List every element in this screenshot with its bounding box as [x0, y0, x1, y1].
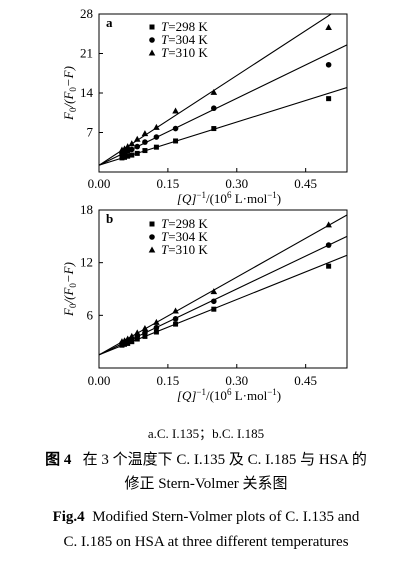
data-point-triangle — [133, 135, 141, 142]
caption-en-label: Fig.4 — [52, 509, 85, 525]
legend-label: T=298 K — [161, 19, 208, 34]
x-tick-label: 0.30 — [225, 373, 248, 388]
legend-label: T=310 K — [161, 45, 208, 60]
data-point-circle — [153, 324, 160, 331]
fit-line-2 — [99, 14, 333, 166]
fit-line-1 — [99, 44, 347, 166]
data-point-square — [326, 96, 332, 102]
data-point-circle — [142, 330, 148, 336]
y-tick-label: 18 — [80, 202, 93, 217]
panel-b: 0.00 0.15 0.30 0.45 6 12 18 b [Q]−1/(106 L·mol−1… — [61, 202, 348, 403]
data-point-square — [211, 306, 217, 312]
y-tick-label: 6 — [87, 307, 94, 322]
data-point-circle — [153, 134, 160, 140]
caption-zh-line1: 图 4 在 3 个温度下 C. I.135 及 C. I.185 与 HSA 的 — [0, 448, 412, 469]
data-point-square — [129, 152, 135, 158]
data-point-square — [211, 126, 217, 132]
legend-marker-circle — [149, 37, 155, 43]
data-point-square — [134, 150, 140, 156]
data-point-square — [153, 329, 159, 335]
y-tick-label: 12 — [80, 255, 93, 270]
panel-label: b — [106, 211, 113, 226]
data-point-circle — [325, 61, 332, 68]
x-tick-label: 0.15 — [157, 176, 180, 191]
data-point-triangle — [153, 318, 160, 325]
legend-marker-circle — [149, 234, 155, 240]
caption-zh-text: 在 3 个温度下 C. I.135 及 C. I.185 与 HSA 的 — [82, 452, 367, 468]
panel-label: a — [106, 15, 113, 30]
y-tick-label: 21 — [80, 46, 93, 61]
data-point-triangle — [172, 307, 179, 314]
legend-label: T=304 K — [161, 32, 208, 47]
plot-area — [99, 214, 347, 356]
data-point-triangle — [153, 123, 160, 130]
data-point-triangle — [124, 335, 132, 342]
legend-marker-triangle — [148, 246, 156, 253]
data-point-square — [119, 155, 125, 161]
y-tick-label: 7 — [87, 125, 94, 140]
data-point-circle — [172, 316, 179, 322]
caption-en-text: Modified Stern-Volmer plots of C. I.135 … — [92, 509, 360, 525]
legend-label: T=304 K — [161, 229, 208, 244]
legend-marker-triangle — [148, 49, 156, 56]
fit-line-2 — [99, 214, 347, 356]
data-point-triangle — [121, 145, 128, 152]
x-tick-label: 0.45 — [294, 373, 317, 388]
data-point-triangle — [325, 24, 332, 31]
x-tick-label: 0.45 — [294, 176, 317, 191]
plot-area — [99, 14, 347, 166]
data-point-square — [142, 333, 148, 339]
data-point-square — [142, 148, 148, 154]
data-point-circle — [142, 139, 148, 145]
y-axis-label: F0/(F0−F) — [61, 66, 78, 121]
subcaption: a.C. I.135；b.C. I.185 — [147, 426, 265, 441]
data-point-triangle — [210, 288, 218, 295]
data-point-triangle — [172, 107, 179, 114]
legend-marker-square — [149, 24, 155, 30]
data-point-circle — [325, 242, 332, 248]
data-point-circle — [134, 143, 141, 150]
data-point-square — [173, 138, 179, 144]
data-point-triangle — [133, 329, 141, 336]
x-tick-label: 0.30 — [225, 176, 248, 191]
data-point-triangle — [141, 325, 149, 331]
data-point-square — [173, 321, 179, 327]
data-point-triangle — [325, 221, 332, 228]
data-point-circle — [211, 298, 217, 305]
caption-zh-label: 图 4 — [45, 452, 72, 468]
caption-en-line1: Fig.4 Modified Stern-Volmer plots of C. … — [0, 509, 412, 526]
data-point-triangle — [210, 88, 218, 95]
data-point-square — [122, 154, 128, 160]
y-tick-label: 28 — [80, 6, 93, 21]
legend-label: T=298 K — [161, 216, 208, 231]
data-point-triangle — [141, 130, 149, 137]
x-tick-label: 0.15 — [157, 373, 180, 388]
plot-frame — [98, 209, 348, 369]
data-point-triangle — [128, 332, 136, 339]
x-tick-label: 0.00 — [88, 176, 111, 191]
data-point-square — [153, 144, 159, 150]
legend-marker-square — [149, 221, 155, 227]
fit-line-0 — [99, 254, 347, 356]
data-point-triangle — [128, 140, 136, 147]
stern-volmer-figure: 0.00 0.15 0.30 0.45 7 14 21 28 a [Q]−1/(106 L·mol… — [61, 6, 348, 403]
x-tick-label: 0.00 — [88, 373, 111, 388]
data-point-square — [326, 263, 332, 269]
panel-a: 0.00 0.15 0.30 0.45 7 14 21 28 a [Q]−1/(106 L·mol… — [61, 6, 348, 206]
caption-zh-line2: 修正 Stern-Volmer 关系图 — [124, 476, 288, 492]
data-point-triangle — [124, 143, 132, 150]
x-axis-label: [Q]−1/(106 L·mol−1) — [177, 190, 281, 206]
y-axis-label: F0/(F0−F) — [61, 262, 78, 317]
data-point-square — [125, 153, 131, 159]
x-axis-label: [Q]−1/(106 L·mol−1) — [177, 387, 281, 403]
caption-en-line2: C. I.185 on HSA at three different tempe… — [63, 534, 349, 550]
legend-label: T=310 K — [161, 242, 208, 257]
data-point-circle — [211, 105, 217, 112]
data-point-triangle — [121, 337, 128, 344]
fit-line-0 — [99, 87, 347, 166]
y-tick-label: 14 — [80, 85, 94, 100]
data-point-circle — [172, 125, 179, 132]
